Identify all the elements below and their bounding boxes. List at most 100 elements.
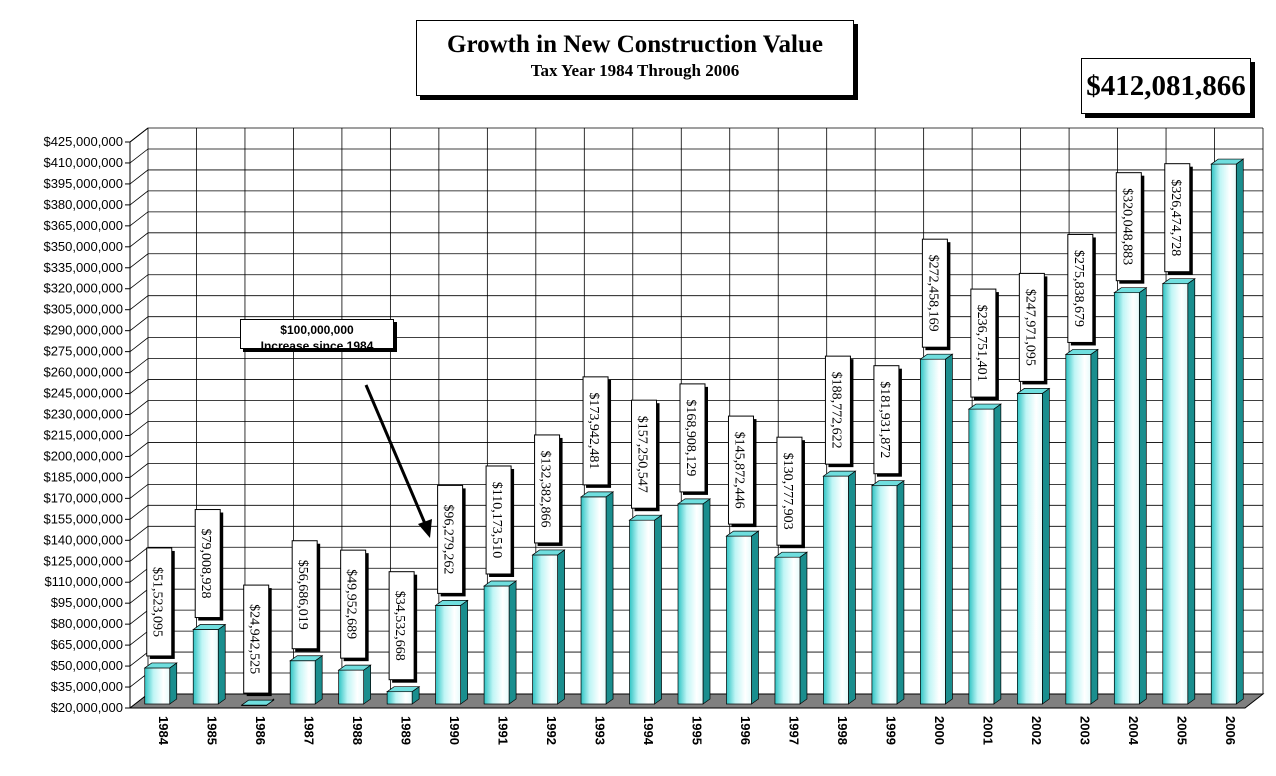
data-label-text: $320,048,883 (1119, 188, 1134, 265)
bar-side (751, 530, 759, 705)
data-label-box (1164, 163, 1191, 273)
data-labels: $51,523,095 $79,008,928 $24,942,525 $56,686… (146, 163, 1193, 697)
data-label-1995: $168,908,129 (679, 383, 708, 495)
x-tick-label: 1994 (641, 716, 656, 746)
x-tick-label: 1985 (205, 716, 220, 745)
y-tick-label: $200,000,000 (43, 448, 123, 463)
bar-front (1065, 354, 1092, 705)
data-label-1994: $157,250,547 (631, 399, 660, 512)
y-tick-label: $380,000,000 (43, 197, 123, 212)
y-tick-label: $140,000,000 (43, 532, 123, 547)
y-tick-label: $20,000,000 (51, 700, 123, 715)
data-label-box (727, 415, 754, 525)
y-tick-label: $425,000,000 (43, 134, 123, 149)
data-label-box (1115, 172, 1142, 282)
bar-side (169, 662, 178, 705)
x-tick-label: 1993 (593, 716, 608, 745)
bar-side (605, 491, 614, 705)
bar-front (726, 535, 752, 705)
chart-title: Growth in New Construction Value (447, 31, 823, 58)
bar-top (579, 491, 615, 498)
data-label-text: $168,908,129 (683, 399, 698, 476)
data-label-1997: $130,777,903 (776, 436, 805, 549)
bar-front (1162, 283, 1189, 705)
data-label-1985: $79,008,928 (194, 509, 224, 621)
bar-top (192, 624, 227, 630)
bar-side (460, 599, 468, 705)
data-label-box (534, 434, 561, 544)
data-label-1992: $132,382,866 (534, 434, 563, 546)
bar-2001 (967, 403, 1002, 705)
data-label-box (437, 484, 464, 594)
data-label-text: $145,872,446 (731, 432, 746, 509)
bar-side (1090, 348, 1099, 705)
y-tick-label: $350,000,000 (43, 239, 123, 254)
data-label-2001: $236,751,401 (970, 288, 999, 401)
x-tick-label: 1984 (156, 716, 171, 746)
bar-top (386, 686, 421, 693)
bar-front (1113, 292, 1140, 705)
callout-arrow-head (418, 519, 432, 538)
data-label-text: $49,952,689 (344, 569, 359, 639)
bar-top (919, 353, 954, 360)
data-label-text: $275,838,679 (1071, 250, 1086, 327)
bar-front (435, 605, 461, 705)
data-label-text: $56,686,019 (295, 560, 310, 630)
y-tick-label: $410,000,000 (43, 155, 123, 170)
chart-title-box: Growth in New Construction Value Tax Yea… (416, 20, 854, 96)
bar-front (871, 485, 898, 705)
data-label-text: $157,250,547 (635, 416, 650, 493)
data-label-box (776, 436, 803, 546)
data-label-1999: $181,931,872 (873, 365, 902, 477)
x-axis-ticks: 1984 1985 1986 1987 1988 1989 1990 1991 1992 1993… (156, 716, 1238, 746)
bar-front (677, 503, 704, 705)
x-tick-label: 2005 (1174, 716, 1189, 745)
bar-side (799, 551, 808, 705)
y-tick-label: $95,000,000 (51, 595, 123, 610)
x-tick-label: 2002 (1029, 716, 1044, 745)
bar-side (557, 549, 565, 705)
bars (143, 158, 1245, 706)
y-tick-label: $365,000,000 (43, 218, 123, 233)
data-label-1996: $145,872,446 (727, 415, 757, 528)
bar-top (822, 470, 857, 477)
increase-callout: $100,000,000 Increase since 1984 (240, 319, 394, 349)
bar-top (725, 530, 760, 537)
y-tick-label: $170,000,000 (43, 490, 123, 505)
bar-top (1016, 388, 1051, 394)
data-label-box (485, 465, 512, 575)
bar-front (774, 556, 801, 705)
data-label-text: $272,458,169 (925, 255, 940, 332)
callout-arrow (364, 384, 432, 538)
bar-1991 (482, 580, 518, 705)
bar-top (240, 699, 275, 706)
bar-side (848, 470, 856, 705)
y-tick-label: $50,000,000 (51, 658, 123, 673)
x-tick-label: 1996 (738, 716, 753, 745)
data-label-text: $188,772,622 (828, 372, 843, 449)
y-tick-label: $395,000,000 (43, 176, 123, 191)
data-label-text: $51,523,095 (150, 567, 165, 637)
data-label-text: $130,777,903 (780, 453, 795, 530)
data-label-text: $236,751,401 (974, 305, 989, 382)
data-label-box (388, 571, 415, 681)
data-label-box (873, 365, 900, 475)
data-label-box (340, 549, 367, 659)
bar-1996 (725, 530, 760, 705)
bar-top (289, 655, 324, 662)
y-tick-label: $320,000,000 (43, 281, 123, 296)
bar-1989 (386, 686, 421, 705)
data-label-box (291, 540, 318, 650)
bar-front (920, 358, 946, 705)
bar-top (434, 600, 469, 606)
data-label-box (631, 399, 658, 509)
data-label-text: $34,532,668 (392, 591, 407, 661)
bar-top (628, 514, 663, 521)
data-label-box (970, 288, 997, 398)
y-tick-label: $35,000,000 (51, 679, 123, 694)
bar-1993 (579, 491, 615, 705)
bar-front (289, 660, 316, 705)
data-label-box (582, 376, 609, 486)
data-label-box (194, 509, 221, 619)
x-tick-label: 1988 (350, 716, 365, 745)
